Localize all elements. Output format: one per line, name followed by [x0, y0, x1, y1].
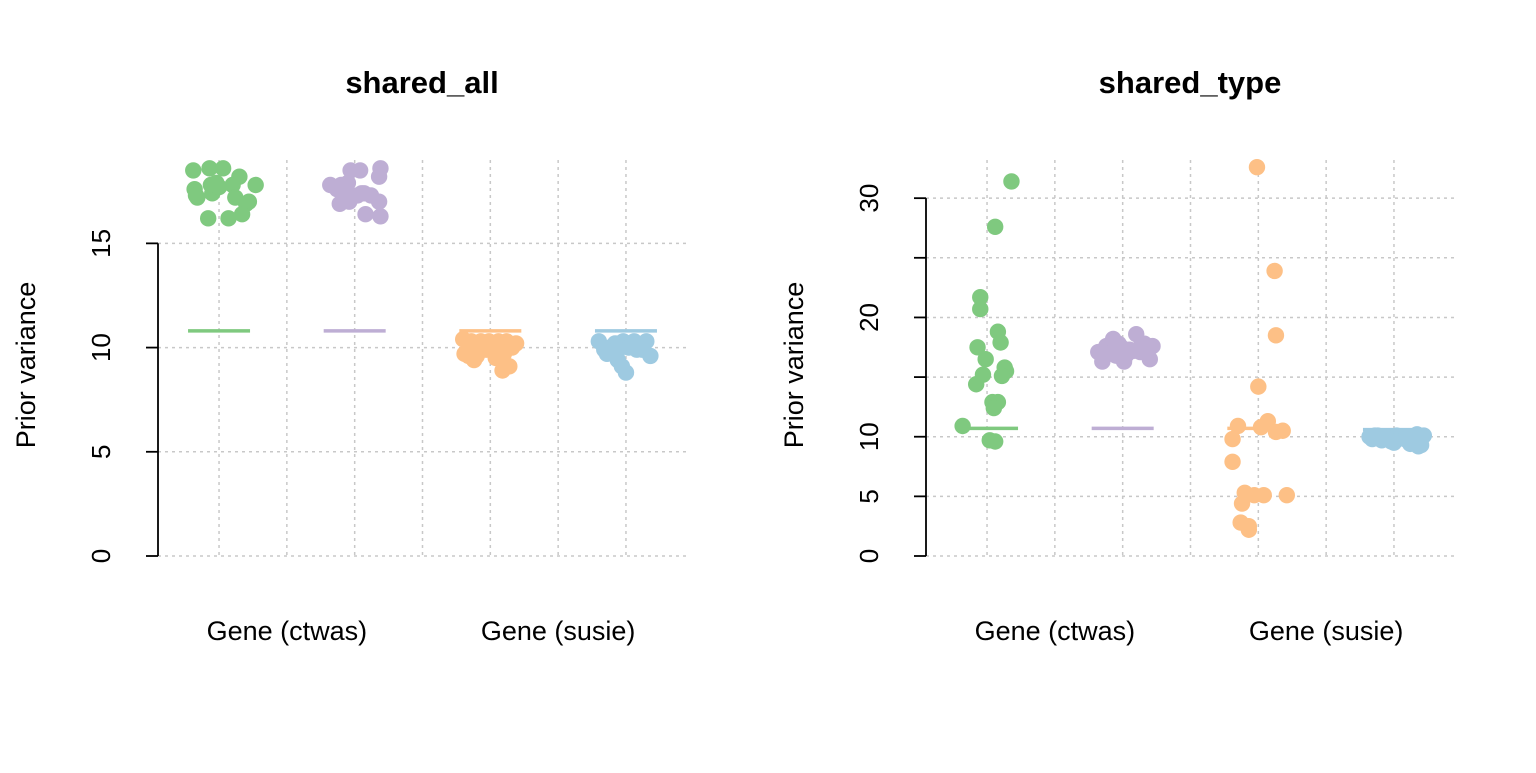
data-point: [501, 358, 518, 375]
panel-shared-all: shared_all Prior variance 0 5 10 15 Gene (c…: [11, 65, 687, 646]
data-point: [1252, 418, 1270, 436]
y-axis: 0 5 10 15: [86, 229, 159, 563]
data-point: [1385, 434, 1403, 451]
data-point: [1410, 438, 1427, 455]
data-point: [992, 334, 1009, 351]
y-tick-label: 5: [86, 445, 116, 459]
data-point: [224, 176, 241, 194]
y-tick-label: 0: [854, 549, 884, 563]
data-point: [1130, 340, 1148, 357]
data-point: [986, 433, 1004, 450]
data-point: [1266, 262, 1283, 280]
data-point: [233, 205, 251, 223]
group-label-susie: Gene (susie): [481, 616, 636, 646]
data-point: [954, 417, 971, 435]
data-point: [617, 364, 635, 381]
data-point: [370, 168, 388, 185]
y-axis-label: Prior variance: [11, 282, 41, 449]
data-point: [1274, 422, 1291, 439]
data-point: [351, 162, 369, 179]
panel-shared-type: shared_type Prior variance 0 5 10 20 30 Gene…: [779, 65, 1455, 646]
y-axis: 0 5 10 20 30: [854, 184, 927, 563]
data-points: [954, 158, 1433, 538]
y-tick-label: 20: [854, 303, 884, 332]
data-point: [332, 180, 350, 198]
data-point: [1246, 486, 1263, 504]
data-point: [969, 339, 986, 356]
data-point: [1240, 521, 1258, 538]
x-group-labels: Gene (ctwas) Gene (susie): [207, 616, 636, 646]
data-point: [1366, 427, 1384, 444]
data-point: [1248, 158, 1266, 176]
data-point: [1224, 453, 1241, 470]
data-point: [484, 337, 502, 354]
data-point: [357, 205, 374, 223]
data-point: [185, 162, 202, 179]
data-point: [977, 350, 994, 368]
data-point: [972, 300, 989, 318]
data-point: [214, 160, 232, 177]
y-tick-label: 10: [854, 422, 884, 451]
data-point: [353, 185, 370, 202]
data-point: [220, 210, 237, 227]
data-point: [1096, 345, 1114, 362]
data-point: [1003, 173, 1020, 190]
data-point: [986, 218, 1004, 235]
data-point: [608, 345, 625, 363]
y-tick-label: 15: [86, 229, 116, 258]
data-point: [201, 160, 218, 177]
chart-title: shared_all: [345, 65, 498, 100]
data-point: [199, 210, 217, 227]
data-point: [1141, 350, 1159, 368]
data-point: [372, 208, 389, 225]
data-points: [185, 160, 659, 381]
y-tick-label: 0: [86, 549, 116, 563]
data-point: [972, 288, 989, 306]
data-point: [985, 399, 1003, 417]
data-point: [247, 176, 264, 194]
x-group-labels: Gene (ctwas) Gene (susie): [975, 616, 1404, 646]
group-label-susie: Gene (susie): [1249, 616, 1404, 646]
data-point: [1115, 353, 1133, 370]
data-point: [1267, 327, 1285, 344]
data-point: [628, 341, 646, 358]
y-tick-label: 30: [854, 184, 884, 213]
group-label-ctwas: Gene (ctwas): [975, 616, 1136, 646]
data-point: [967, 376, 985, 393]
data-point: [487, 349, 504, 367]
data-point: [210, 178, 228, 196]
y-tick-label: 5: [854, 489, 884, 503]
data-point: [341, 193, 358, 210]
data-point: [370, 193, 388, 210]
data-point: [1233, 495, 1251, 512]
y-tick-label: 10: [86, 333, 116, 362]
data-point: [503, 339, 521, 356]
data-point: [1278, 486, 1296, 504]
data-point: [1250, 378, 1267, 395]
group-label-ctwas: Gene (ctwas): [207, 616, 368, 646]
data-point: [1229, 417, 1247, 435]
data-point: [187, 187, 205, 204]
grid: [926, 160, 1455, 557]
data-point: [1144, 337, 1161, 355]
data-point: [993, 367, 1011, 385]
data-point: [465, 351, 483, 369]
data-point: [1224, 430, 1241, 448]
chart-title: shared_type: [1099, 65, 1282, 100]
y-axis-label: Prior variance: [779, 282, 809, 449]
